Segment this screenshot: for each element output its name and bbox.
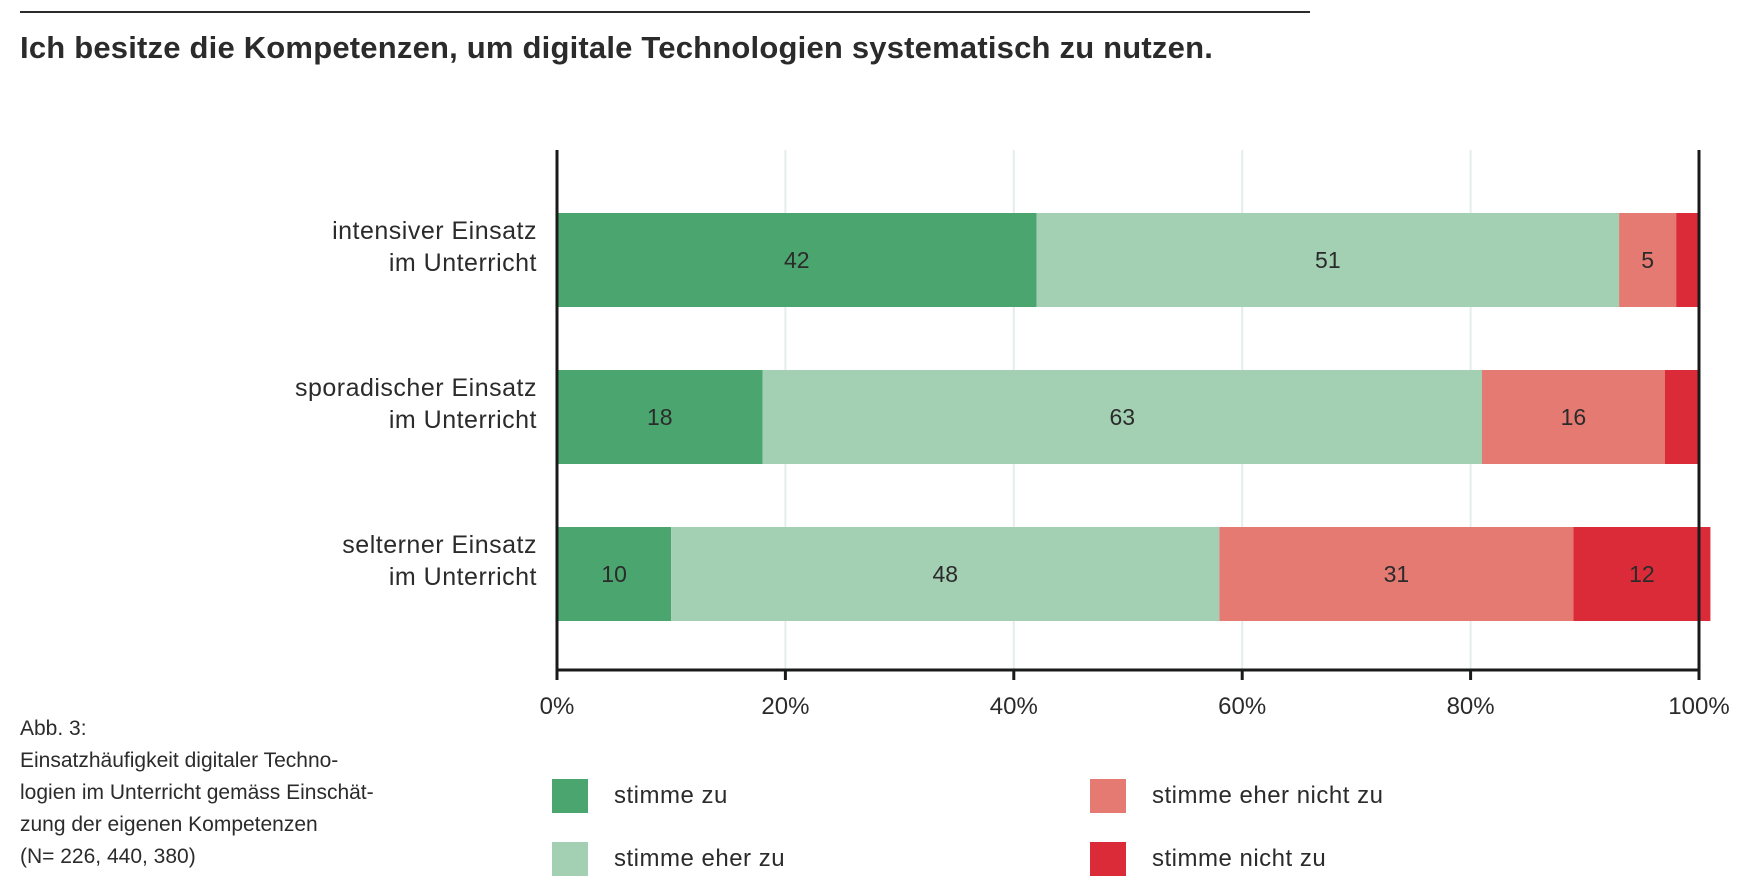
- legend-item-stimme-nicht-zu: stimme nicht zu: [1090, 841, 1326, 877]
- legend-label: stimme zu: [614, 782, 728, 809]
- data-label: 5: [1641, 247, 1654, 273]
- bar-segment: [557, 213, 1037, 307]
- category-label: im Unterricht: [389, 406, 537, 434]
- x-tick-label: 20%: [761, 693, 809, 720]
- bar-segment: [557, 527, 672, 621]
- category-label: intensiver Einsatz: [332, 217, 537, 245]
- figure-caption: Abb. 3: Einsatzhäufigkeit digitaler Tech…: [20, 713, 374, 873]
- bar-segment: [1482, 370, 1665, 464]
- x-tick-label: 40%: [990, 693, 1038, 720]
- legend-item-stimme-eher-nicht-zu: stimme eher nicht zu: [1090, 778, 1383, 814]
- data-label: 10: [601, 561, 627, 587]
- data-label: 18: [647, 404, 673, 430]
- legend-label: stimme eher zu: [614, 845, 786, 872]
- bar-segment: [1219, 527, 1574, 621]
- caption-line: logien im Unterricht gemäss Einschät-: [20, 781, 374, 804]
- x-tick-label: 0%: [540, 693, 575, 720]
- legend-swatch: [1090, 842, 1126, 876]
- chart-title: Ich besitze die Kompetenzen, um digitale…: [20, 30, 1214, 65]
- data-label: 31: [1384, 561, 1410, 587]
- data-label: 16: [1561, 404, 1587, 430]
- bar-segment: [1676, 213, 1699, 307]
- legend-item-stimme-eher-zu: stimme eher zu: [552, 841, 785, 877]
- bar-segment: [1036, 213, 1620, 307]
- legend-swatch: [552, 779, 588, 813]
- data-label: 12: [1629, 561, 1655, 587]
- chart-legend: stimme zu stimme eher zu stimme eher nic…: [552, 778, 1552, 890]
- legend-swatch: [552, 842, 588, 876]
- data-label: 42: [784, 247, 810, 273]
- category-label: im Unterricht: [389, 249, 537, 277]
- caption-line: (N= 226, 440, 380): [20, 845, 196, 868]
- legend-item-stimme-zu: stimme zu: [552, 778, 728, 814]
- data-label: 51: [1315, 247, 1341, 273]
- bar-segment: [1664, 370, 1699, 464]
- caption-line: Abb. 3:: [20, 717, 87, 740]
- category-label: im Unterricht: [389, 563, 537, 591]
- bar-segment: [1573, 527, 1711, 621]
- legend-label: stimme eher nicht zu: [1152, 782, 1384, 809]
- bar-segment: [762, 370, 1483, 464]
- x-tick-label: 60%: [1218, 693, 1266, 720]
- caption-line: zung der eigenen Kompetenzen: [20, 813, 318, 836]
- legend-label: stimme nicht zu: [1152, 845, 1327, 872]
- x-tick-label: 80%: [1447, 693, 1495, 720]
- x-tick-label: 100%: [1668, 693, 1729, 720]
- caption-line: Einsatzhäufigkeit digitaler Techno-: [20, 749, 339, 772]
- bar-segment: [1619, 213, 1677, 307]
- category-label: sporadischer Einsatz: [295, 374, 537, 402]
- category-label: selterner Einsatz: [342, 531, 537, 559]
- bar-segment: [557, 370, 763, 464]
- data-label: 63: [1109, 404, 1135, 430]
- bar-segment: [671, 527, 1220, 621]
- legend-swatch: [1090, 779, 1126, 813]
- title-rule: [20, 11, 1310, 13]
- data-label: 48: [932, 561, 958, 587]
